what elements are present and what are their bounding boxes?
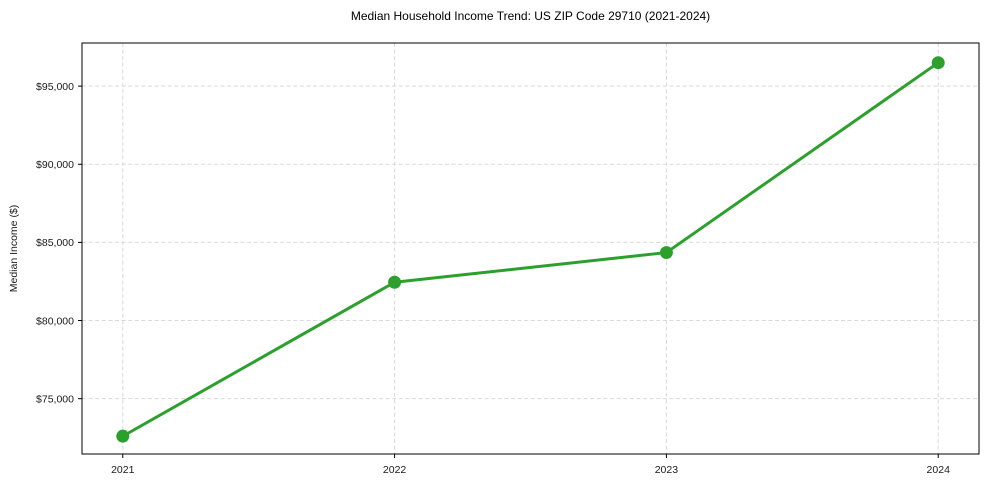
data-series	[116, 56, 945, 443]
x-tick-label: 2021	[111, 464, 135, 476]
y-tick-label: $95,000	[36, 81, 74, 93]
y-tick-label: $80,000	[36, 315, 74, 327]
axis-ticks	[78, 85, 939, 458]
y-tick-label: $90,000	[36, 159, 74, 171]
x-tick-label: 2024	[927, 464, 951, 476]
y-tick-label: $85,000	[36, 237, 74, 249]
tick-labels: $75,000 $80,000 $85,000 $90,000 $95,000 2021 2…	[36, 81, 950, 476]
y-axis-label: Median Income ($)	[8, 205, 20, 293]
plot-border	[81, 42, 980, 455]
data-point-2024	[931, 56, 945, 70]
y-tick-label: $75,000	[36, 393, 74, 405]
data-point-2023	[659, 246, 673, 260]
trend-line	[121, 61, 940, 438]
x-tick-label: 2022	[383, 464, 407, 476]
data-point-2022	[388, 275, 402, 289]
gridlines	[82, 43, 979, 454]
x-tick-label: 2023	[655, 464, 679, 476]
chart-title: Median Household Income Trend: US ZIP Co…	[351, 9, 710, 23]
data-point-2021	[116, 429, 130, 443]
